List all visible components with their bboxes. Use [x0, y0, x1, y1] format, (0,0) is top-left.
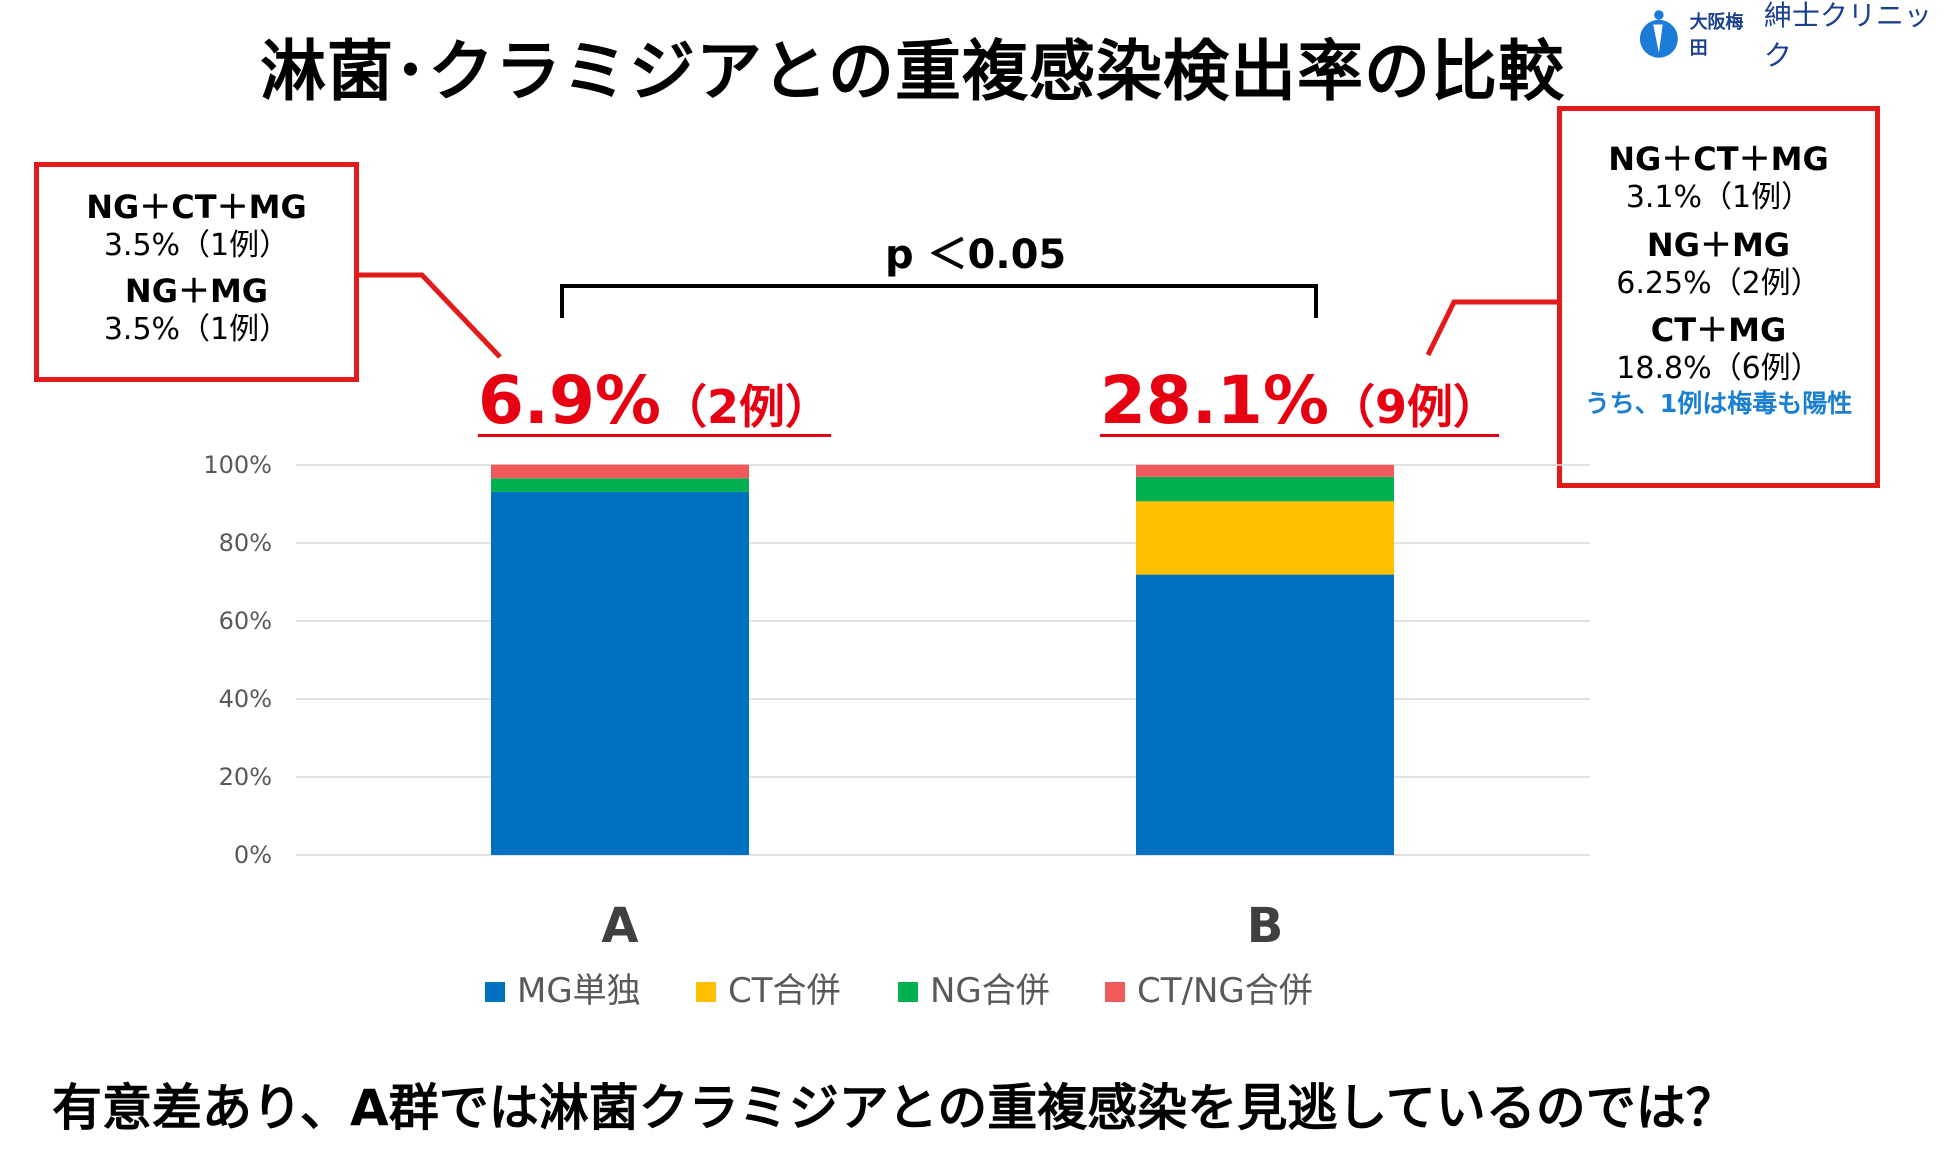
headline-group-b: 28.1%（9例） [1100, 368, 1499, 437]
callout-a-value-1: 3.5%（1例） [103, 228, 290, 263]
callout-b-combo-1: NG＋CT＋MG [1608, 140, 1829, 178]
bar-segment [1136, 476, 1394, 502]
legend-label: CT/NG合併 [1137, 971, 1313, 1011]
y-tick-label: 100% [203, 451, 272, 479]
bar-segment [491, 491, 749, 855]
callout-b-combo-2: NG＋MG [1646, 225, 1791, 264]
y-tick-label: 20% [219, 763, 272, 791]
headline-a-count: （2例） [661, 380, 832, 434]
stacked-bar-chart: 0% 20% 40% 60% 80% 100% A B MG単独 CT合併 NG合併 CT/NG合併 [203, 272, 1590, 1011]
legend-swatch [696, 982, 716, 1002]
legend-swatch [898, 982, 918, 1002]
callout-b-value-3: 18.8%（6例） [1616, 351, 1821, 386]
callout-a-combo-1: NG＋CT＋MG [86, 188, 307, 226]
legend-swatch [485, 982, 505, 1002]
y-tick-label: 60% [219, 607, 272, 635]
legend-label: CT合併 [728, 971, 841, 1011]
callout-a-value-2: 3.5%（1例） [103, 311, 290, 347]
x-category-label: B [1247, 898, 1284, 954]
callout-b-combo-3: CT＋MG [1650, 311, 1787, 349]
bar-segment [1136, 501, 1394, 575]
logo-text: 紳士クリニック [1763, 0, 1932, 72]
headline-b-count: （9例） [1328, 380, 1499, 434]
legend-label: NG合併 [930, 971, 1050, 1011]
legend-swatch [1105, 982, 1125, 1002]
x-category-label: A [601, 898, 638, 954]
legend-label: MG単独 [517, 971, 641, 1011]
callout-b-value-1: 3.1%（1例） [1625, 180, 1812, 215]
clinic-logo-icon [1639, 10, 1678, 58]
headline-group-a: 6.9%（2例） [478, 368, 832, 437]
bar-segment [1136, 574, 1394, 855]
bar-segment [491, 464, 749, 479]
headline-b-percent: 28.1% [1100, 362, 1329, 439]
significance-label: p ＜0.05 [885, 232, 1067, 278]
callout-a-combo-2: NG＋MG [124, 271, 269, 310]
callout-b-value-2: 6.25%（2例） [1616, 265, 1821, 301]
bar-segment [491, 478, 749, 492]
y-tick-label: 0% [234, 841, 272, 869]
headline-a-percent: 6.9% [478, 362, 662, 439]
y-tick-label: 40% [219, 685, 272, 713]
page-title: 淋菌･クラミジアとの重複感染検出率の比較 [260, 33, 1566, 110]
significance-bracket [560, 284, 1318, 318]
bar-segment [1136, 464, 1394, 477]
clinic-logo: 大阪梅田 紳士クリニック [1638, 0, 1950, 72]
callout-group-b: NG＋CT＋MG 3.1%（1例） NG＋MG 6.25%（2例） CT＋MG … [1557, 106, 1880, 488]
callout-group-a: NG＋CT＋MG 3.5%（1例） NG＋MG 3.5%（1例） [34, 162, 359, 382]
logo-subtext: 大阪梅田 [1689, 12, 1744, 59]
callout-b-connector [1425, 299, 1557, 357]
conclusion-text: 有意差あり、A群では淋菌クラミジアとの重複感染を見逃しているのでは？ [52, 1079, 1736, 1137]
callout-b-note: うち、1例は梅毒も陽性 [1584, 388, 1853, 418]
callout-a-connector [359, 272, 502, 359]
y-tick-label: 80% [219, 529, 272, 557]
